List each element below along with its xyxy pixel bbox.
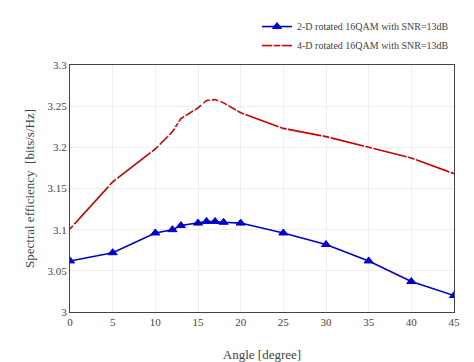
svg-text:3.2: 3.2 [53, 141, 67, 153]
svg-text:30: 30 [321, 316, 333, 328]
svg-text:25: 25 [278, 316, 290, 328]
svg-text:15: 15 [193, 316, 205, 328]
svg-text:5: 5 [110, 316, 116, 328]
svg-text:3.1: 3.1 [53, 224, 67, 236]
svg-text:Angle [degree]: Angle [degree] [223, 347, 301, 362]
svg-text:3.15: 3.15 [48, 182, 68, 194]
svg-text:3.05: 3.05 [48, 265, 68, 277]
svg-text:40: 40 [406, 316, 418, 328]
svg-text:3.25: 3.25 [48, 100, 68, 112]
svg-text:10: 10 [150, 316, 162, 328]
svg-text:2-D rotated 16QAM with SNR=13d: 2-D rotated 16QAM with SNR=13dB [297, 21, 449, 32]
svg-text:0: 0 [67, 316, 73, 328]
svg-text:20: 20 [235, 316, 247, 328]
svg-text:Spectral efficiency [bits/s/H: Spectral efficiency [bits/s/Hz] [22, 109, 37, 268]
svg-text:35: 35 [363, 316, 375, 328]
svg-text:3.3: 3.3 [53, 59, 67, 71]
svg-text:4-D rotated 16QAM with SNR=13d: 4-D rotated 16QAM with SNR=13dB [297, 40, 449, 51]
svg-text:3: 3 [61, 306, 67, 318]
svg-text:45: 45 [449, 316, 461, 328]
